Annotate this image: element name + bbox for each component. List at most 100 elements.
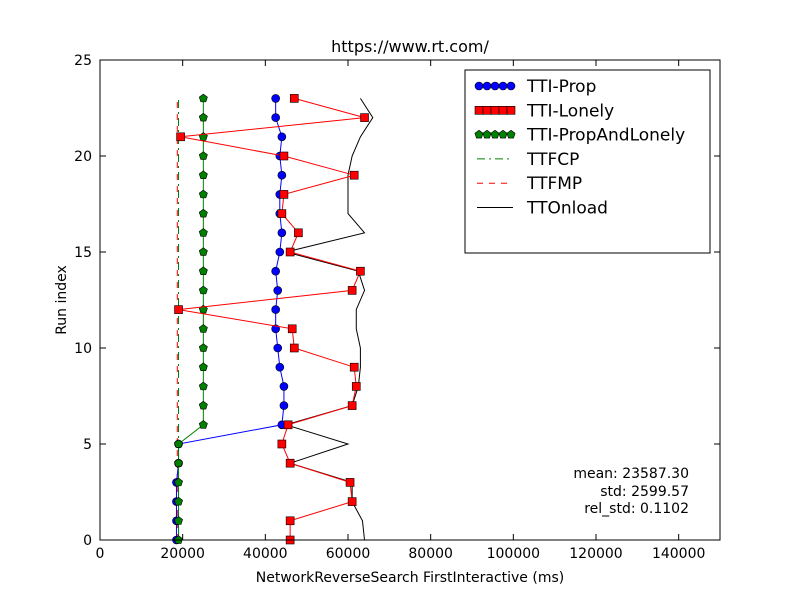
data-point-tti-propandlonely: [198, 343, 208, 352]
data-point-tti-lonely: [289, 94, 299, 103]
legend-label-tti-propandlonely: TTI-PropAndLonely: [526, 126, 685, 146]
x-axis-label: NetworkReverseSearch FirstInteractive (m…: [256, 570, 564, 586]
data-point-tti-propandlonely: [198, 189, 208, 199]
data-point-tti-prop: [279, 382, 289, 391]
series-layer: [172, 93, 374, 545]
legend-marker-tti-propandlonely: [506, 129, 516, 139]
legend-item-ttonload: TTOnload: [477, 199, 608, 219]
data-point-tti-lonely: [176, 132, 185, 142]
stats-mean: mean: 23587.30: [573, 466, 689, 482]
data-point-tti-propandlonely: [198, 324, 208, 333]
data-point-tti-lonely: [349, 170, 359, 180]
legend-marker-tti-lonely: [506, 106, 516, 115]
data-point-tti-prop: [277, 132, 287, 142]
y-tick-label: 0: [83, 533, 92, 549]
x-tick-label: 140000: [652, 546, 705, 562]
data-point-tti-lonely: [174, 305, 183, 314]
legend-marker-tti-propandlonely: [498, 129, 508, 139]
data-point-tti-lonely: [347, 497, 357, 506]
data-point-tti-propandlonely: [198, 420, 208, 429]
data-point-tti-propandlonely: [198, 285, 208, 295]
data-point-tti-lonely: [283, 420, 293, 430]
legend-marker-tti-propandlonely: [490, 129, 500, 139]
data-point-tti-prop: [271, 305, 280, 314]
data-point-tti-lonely: [285, 516, 295, 526]
legend-item-ttfcp: TTFCP: [477, 150, 579, 170]
y-tick-label: 5: [83, 437, 92, 453]
x-tick-label: 20000: [160, 546, 205, 562]
data-point-tti-lonely: [277, 439, 287, 449]
data-point-tti-propandlonely: [174, 439, 183, 448]
data-point-tti-prop: [271, 266, 280, 276]
data-point-tti-lonely: [347, 401, 357, 410]
legend-item-tti-prop: TTI-Prop: [474, 77, 596, 97]
x-tick-label: 0: [96, 546, 105, 562]
data-point-tti-lonely: [285, 458, 295, 468]
data-point-tti-propandlonely: [174, 516, 183, 525]
data-point-tti-propandlonely: [198, 362, 208, 371]
series-tti-propandlonely: [174, 93, 208, 544]
data-point-tti-lonely: [285, 247, 295, 257]
legend-marker-tti-lonely: [474, 106, 484, 115]
data-point-tti-lonely: [347, 286, 357, 295]
data-point-tti-lonely: [279, 151, 289, 161]
y-tick-label: 15: [74, 245, 92, 261]
data-point-tti-propandlonely: [198, 170, 208, 179]
data-point-tti-lonely: [351, 382, 361, 391]
data-point-tti-prop: [277, 228, 287, 238]
y-axis-label: Run index: [54, 265, 70, 335]
legend: TTI-Prop TTI-Lonely TTI-PropAndLonely TTFCP…: [464, 69, 711, 254]
data-point-tti-propandlonely: [198, 266, 208, 275]
data-point-tti-lonely: [294, 228, 303, 238]
data-point-tti-propandlonely: [198, 151, 208, 160]
x-tick-label: 80000: [408, 546, 453, 562]
data-point-tti-propandlonely: [174, 458, 183, 467]
legend-marker-tti-lonely: [490, 106, 500, 115]
data-point-tti-propandlonely: [198, 247, 208, 256]
data-point-tti-prop: [273, 286, 283, 295]
data-point-tti-prop: [271, 94, 280, 103]
data-point-tti-lonely: [279, 190, 289, 199]
data-point-tti-propandlonely: [198, 400, 208, 410]
data-point-tti-prop: [273, 343, 283, 353]
legend-label-tti-lonely: TTI-Lonely: [526, 101, 614, 121]
x-tick-label: 100000: [487, 546, 540, 562]
data-point-tti-prop: [275, 247, 285, 257]
data-point-tti-lonely: [289, 343, 299, 353]
legend-marker-tti-prop: [474, 81, 484, 91]
axes-layer: 0 20000 40000 60000 80000 100000 120000 140000 0…: [74, 53, 721, 562]
data-point-tti-prop: [271, 113, 280, 122]
x-tick-label: 60000: [326, 546, 371, 562]
legend-marker-tti-prop: [482, 81, 492, 91]
data-point-tti-prop: [277, 170, 287, 180]
x-tick-label: 40000: [243, 546, 288, 562]
data-point-tti-prop: [275, 362, 285, 372]
data-point-tti-propandlonely: [198, 93, 208, 103]
legend-box: [464, 69, 711, 254]
series-tti-lonely: [174, 94, 369, 545]
legend-marker-tti-prop: [498, 81, 508, 91]
chart-title: https://www.rt.com/: [331, 37, 489, 56]
legend-marker-tti-prop: [506, 81, 516, 91]
legend-item-tti-propandlonely: TTI-PropAndLonely: [474, 126, 685, 146]
data-point-tti-lonely: [356, 266, 365, 276]
data-point-tti-lonely: [360, 113, 369, 122]
legend-label-ttfmp: TTFMP: [526, 174, 582, 194]
y-tick-label: 10: [74, 341, 92, 357]
legend-label-tti-prop: TTI-Prop: [526, 77, 596, 97]
data-point-tti-lonely: [345, 478, 355, 487]
legend-marker-tti-lonely: [498, 106, 508, 115]
data-point-tti-propandlonely: [198, 381, 208, 391]
legend-marker-tti-prop: [490, 81, 500, 91]
data-point-tti-lonely: [287, 324, 297, 334]
stats-annotation: mean: 23587.30 std: 2599.57 rel_std: 0.1…: [573, 466, 689, 517]
legend-label-ttonload: TTOnload: [526, 199, 608, 219]
data-point-tti-propandlonely: [198, 228, 208, 237]
legend-marker-tti-lonely: [482, 106, 492, 115]
data-point-tti-prop: [279, 401, 289, 410]
data-point-tti-propandlonely: [198, 208, 208, 218]
plot-frame: [99, 59, 721, 541]
stats-rel-std: rel_std: 0.1102: [584, 501, 689, 517]
legend-marker-tti-propandlonely: [474, 129, 484, 139]
